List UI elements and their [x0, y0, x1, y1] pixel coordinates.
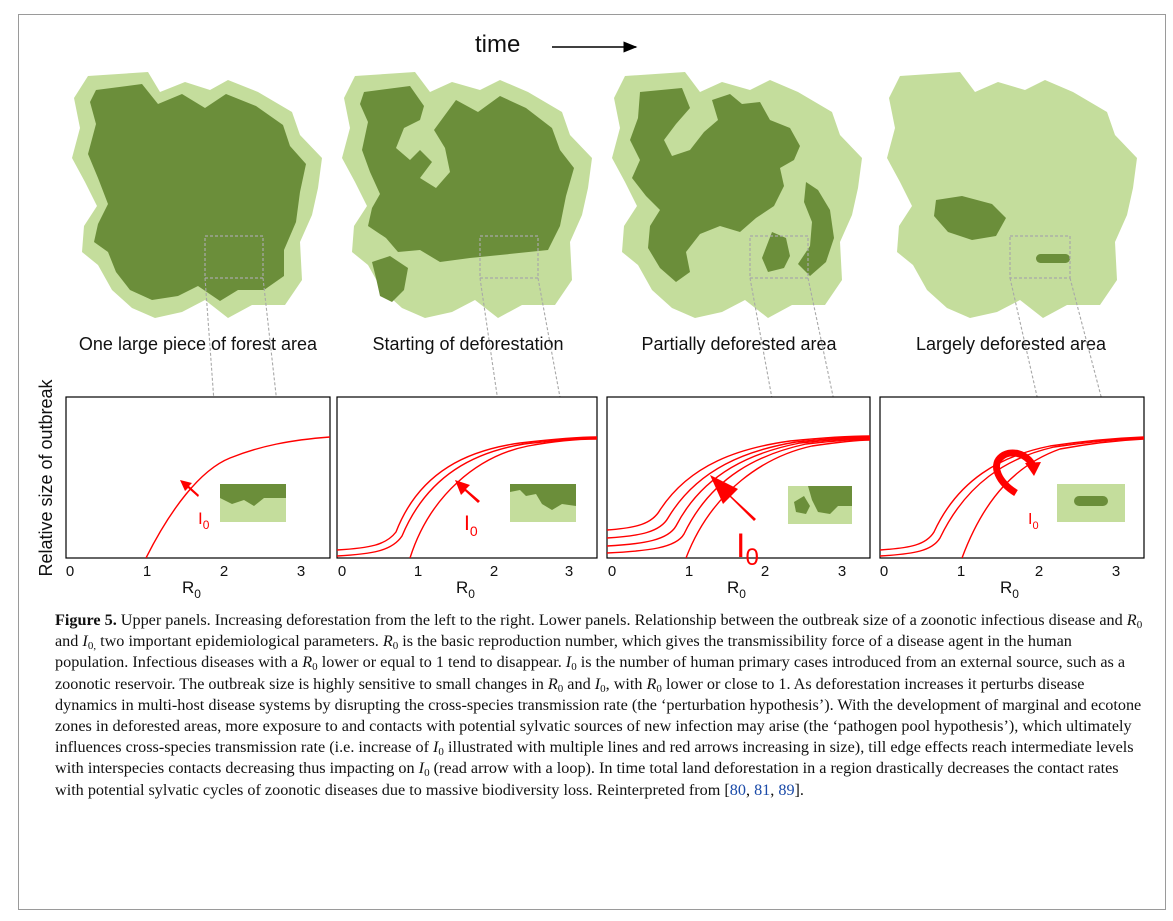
reference-link-81[interactable]: 81 [754, 780, 771, 799]
outbreak-curve-1 [145, 436, 330, 558]
outbreak-curve-2a [337, 436, 597, 551]
outbreak-curve-2b [337, 437, 597, 557]
map-panel-4 [887, 72, 1137, 318]
outbreak-curve-3a [607, 435, 870, 531]
plot-panel-1: I0 0 1 2 3 R0 [65, 396, 331, 601]
panel-title-3: Partially deforested area [641, 334, 837, 354]
i0-arrow-3 [710, 475, 756, 521]
plot-frame-2 [336, 396, 598, 559]
figure-label: Figure 5. [55, 611, 117, 629]
time-label: time [475, 31, 520, 58]
x-ticks-2: 0 1 2 3 [338, 563, 573, 580]
svg-text:0: 0 [66, 563, 74, 580]
x-ticks-1: 0 1 2 3 [66, 563, 305, 580]
reference-link-80[interactable]: 80 [729, 780, 746, 799]
outbreak-curve-2c [409, 438, 597, 558]
svg-text:2: 2 [490, 563, 498, 580]
forest-patch-4a [934, 196, 1006, 240]
svg-text:3: 3 [297, 563, 305, 580]
forest-core-3a [630, 88, 800, 282]
zoom-inset-4 [1057, 484, 1125, 522]
svg-text:1: 1 [414, 563, 422, 580]
x-axis-label-3: R0 [727, 578, 746, 601]
y-axis-label: Relative size of outbreak [36, 378, 56, 576]
outbreak-curve-3b [607, 436, 870, 539]
map-panel-2 [342, 72, 592, 318]
forest-patch-2 [372, 256, 408, 302]
forest-core-3c [762, 232, 790, 272]
svg-text:0: 0 [880, 563, 888, 580]
outbreak-curve-4a [880, 436, 1144, 551]
svg-text:3: 3 [1112, 563, 1120, 580]
x-axis-label-1: R0 [182, 578, 201, 601]
i0-label-3: I0 [736, 527, 759, 571]
x-ticks-3: 0 1 2 3 [608, 563, 846, 580]
zoom-inset-1 [220, 484, 286, 522]
svg-text:1: 1 [957, 563, 965, 580]
outbreak-curve-3c [607, 437, 870, 547]
panel-title-1: One large piece of forest area [79, 334, 318, 354]
x-axis-label-4: R0 [1000, 578, 1019, 601]
i0-label-1: I0 [198, 509, 210, 532]
reference-link-89[interactable]: 89 [778, 780, 795, 799]
forest-patch-4b [1036, 254, 1070, 263]
i0-label-2: I0 [464, 512, 478, 539]
svg-text:3: 3 [838, 563, 846, 580]
map-panel-3 [612, 72, 862, 318]
figure-caption: Figure 5. Upper panels. Increasing defor… [55, 611, 1143, 799]
svg-text:0: 0 [608, 563, 616, 580]
forest-core-1 [88, 84, 306, 301]
figure-5-illustration: time One large piece of forest area Star… [36, 31, 1145, 601]
i0-label-4: I0 [1028, 511, 1039, 532]
x-axis-label-2: R0 [456, 578, 475, 601]
plot-panel-2: I0 0 1 2 3 R0 [336, 396, 598, 601]
zoom-box-4 [1009, 235, 1071, 279]
outbreak-curve-3d [607, 438, 870, 554]
panel-title-2: Starting of deforestation [372, 334, 563, 354]
zoom-inset-2 [510, 484, 576, 522]
outbreak-curve-4c [961, 438, 1144, 558]
i0-arrow-2 [455, 480, 480, 503]
forest-core-3b [798, 182, 834, 276]
plot-panel-3: I0 0 1 2 3 R0 [606, 396, 871, 601]
plot-frame-1 [65, 396, 331, 559]
x-ticks-4: 0 1 2 3 [880, 563, 1120, 580]
svg-text:2: 2 [220, 563, 228, 580]
svg-text:1: 1 [685, 563, 693, 580]
svg-text:2: 2 [1035, 563, 1043, 580]
forest-edge-4 [887, 72, 1137, 318]
i0-loop-arrow-4 [993, 449, 1041, 496]
map-panel-1 [72, 72, 322, 318]
plot-panel-4: I0 0 1 2 3 R0 [879, 396, 1145, 601]
outbreak-curve-3e [685, 439, 870, 558]
forest-core-2 [360, 86, 574, 262]
panel-title-4: Largely deforested area [916, 334, 1107, 354]
svg-text:3: 3 [565, 563, 573, 580]
svg-text:0: 0 [338, 563, 346, 580]
i0-arrow-1 [180, 480, 199, 497]
svg-text:2: 2 [761, 563, 769, 580]
outbreak-curve-4b [880, 437, 1144, 557]
zoom-inset-3 [788, 486, 852, 524]
svg-text:1: 1 [143, 563, 151, 580]
